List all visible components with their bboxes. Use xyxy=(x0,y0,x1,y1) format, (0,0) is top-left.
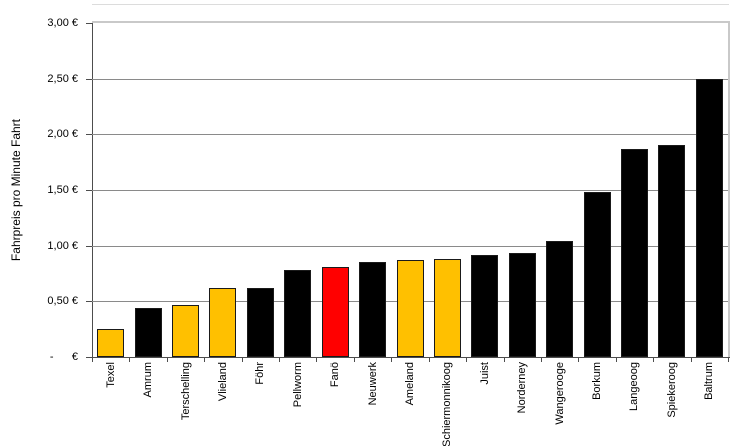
y-axis-tick xyxy=(86,245,92,247)
x-axis-tick xyxy=(354,358,355,362)
gridline xyxy=(92,190,728,191)
x-axis-tick xyxy=(242,358,243,362)
bar-norderney xyxy=(508,253,536,357)
x-axis-tick xyxy=(728,358,729,362)
y-tick-label: - € xyxy=(49,351,78,363)
gridline xyxy=(92,78,728,80)
x-tick-label: Baltrum xyxy=(703,362,716,400)
x-tick-label: Amrum xyxy=(142,362,155,398)
x-axis-tick xyxy=(92,358,93,362)
x-tick-label: Langeoog xyxy=(628,362,641,411)
x-tick-label: Schiermonnikoog xyxy=(441,362,454,446)
y-axis-tick xyxy=(86,134,92,136)
y-axis-tick xyxy=(86,78,92,80)
bar-baltrum xyxy=(695,78,723,357)
y-axis-tick xyxy=(86,190,92,191)
bar-schiermonnikoog xyxy=(433,259,461,357)
x-axis-tick xyxy=(316,358,317,362)
x-tick-label: Spiekeroog xyxy=(665,362,678,418)
y-tick-label: 3,00 € xyxy=(47,17,78,29)
x-tick-label: Juist xyxy=(478,362,491,385)
x-tick-label: Terschelling xyxy=(179,362,192,421)
x-axis-tick xyxy=(578,358,579,362)
bar-pellworm xyxy=(284,270,312,357)
x-axis-tick xyxy=(541,358,542,362)
bar-vlieland xyxy=(209,287,237,357)
x-axis-tick xyxy=(691,358,692,362)
x-axis-tick xyxy=(167,358,168,362)
x-tick-label: Pellworm xyxy=(291,362,304,408)
x-axis-tick xyxy=(466,358,467,362)
x-axis-tick xyxy=(429,358,430,362)
bar-borkum xyxy=(583,192,611,357)
bar-spiekeroog xyxy=(658,145,686,357)
y-axis-tick xyxy=(86,23,92,24)
x-axis-tick xyxy=(279,358,280,362)
y-tick-label: 0,50 € xyxy=(47,295,78,308)
x-axis-tick xyxy=(653,358,654,362)
y-tick-label: 2,50 € xyxy=(47,72,78,85)
bar-texel xyxy=(97,329,125,357)
y-tick-label: 1,00 € xyxy=(47,239,78,252)
chart-frame-line xyxy=(92,4,729,5)
bar-amrum xyxy=(134,308,162,357)
x-tick-label: Borkum xyxy=(591,362,604,400)
y-tick-label: 2,00 € xyxy=(47,128,78,141)
plot-right-border xyxy=(728,21,730,358)
bar-juist xyxy=(471,254,499,357)
x-tick-label: Ameland xyxy=(404,362,416,406)
bar-neuwerk xyxy=(359,262,387,357)
x-axis-tick xyxy=(391,358,392,362)
x-tick-label: Wangerooge xyxy=(553,362,566,425)
x-tick-label: Föhr xyxy=(254,362,267,385)
gridline xyxy=(92,134,728,136)
bar-föhr xyxy=(246,287,274,357)
x-tick-label: Norderney xyxy=(516,362,529,414)
x-axis-line xyxy=(92,357,730,358)
gridline xyxy=(92,245,728,247)
x-axis-tick xyxy=(616,358,617,362)
x-tick-label: Neuwerk xyxy=(366,362,379,406)
x-tick-label: Vlieland xyxy=(216,362,229,402)
y-tick-label: 1,50 € xyxy=(47,184,78,196)
bar-terschelling xyxy=(172,304,200,357)
plot-top-border xyxy=(92,21,730,23)
bar-wangerooge xyxy=(546,241,574,357)
bar-fanö xyxy=(321,266,349,357)
bar-ameland xyxy=(396,260,424,357)
bar-langeoog xyxy=(620,148,648,357)
x-tick-label: Texel xyxy=(104,362,117,388)
y-axis-tick xyxy=(86,357,92,358)
x-axis-tick xyxy=(504,358,505,362)
x-axis-tick xyxy=(129,358,130,362)
x-axis-tick xyxy=(204,358,205,362)
plot-area xyxy=(92,23,728,357)
y-axis-tick xyxy=(86,301,92,303)
x-tick-label: Fanö xyxy=(329,362,342,388)
